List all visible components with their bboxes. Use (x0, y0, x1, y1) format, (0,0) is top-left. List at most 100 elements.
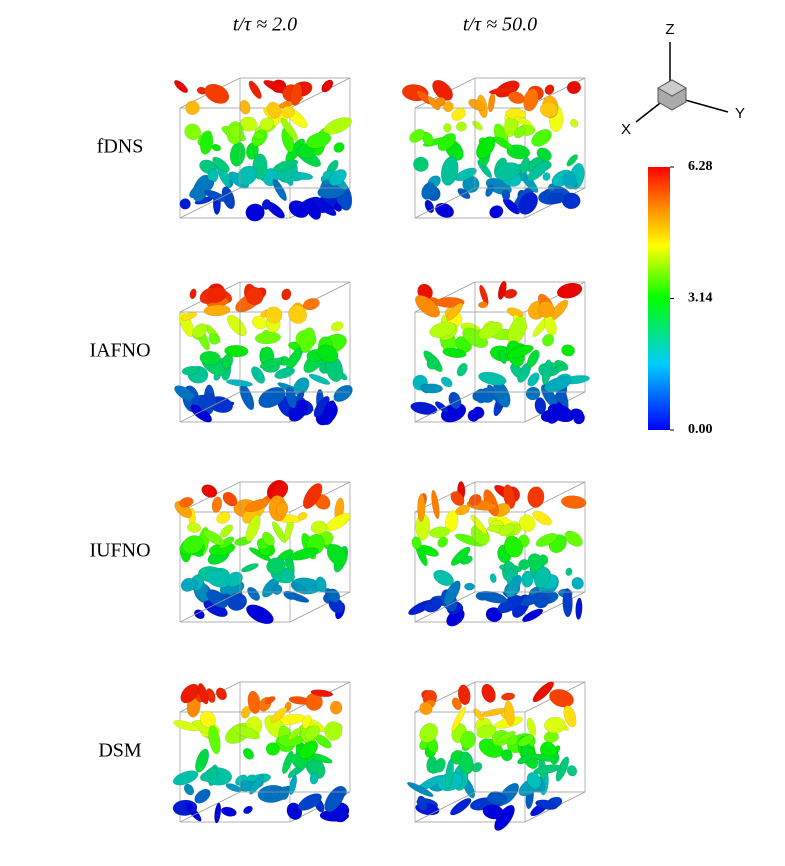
vortex-blob (242, 747, 255, 760)
vortex-blob (419, 701, 433, 715)
vortex-blob (241, 563, 259, 573)
vortex-blob (329, 700, 343, 715)
vortex-blob (204, 83, 230, 104)
vortex-blob (497, 595, 523, 614)
vortex-blob (211, 496, 223, 513)
vortex-blob (565, 567, 573, 577)
column-header: t/τ ≈ 50.0 (463, 14, 537, 36)
vortex-blob (291, 171, 314, 181)
vortex-blob (517, 754, 532, 765)
vortex-blob (304, 725, 321, 741)
vortex-blob (251, 366, 266, 384)
vortex-blob (549, 688, 574, 708)
vortex-blob (560, 495, 587, 509)
vortex-blob (306, 132, 332, 149)
vortex-blob (310, 689, 334, 697)
vortex-blob (259, 117, 274, 132)
vortex-blob (434, 757, 446, 773)
vortex-blob (543, 376, 572, 393)
vortex-blob (471, 762, 483, 773)
vortex-blob (406, 782, 434, 797)
vortex-blob (326, 544, 348, 566)
vortex-blob (456, 362, 468, 377)
vortex-blob (330, 321, 344, 332)
vortex-blob (417, 795, 428, 811)
vortex-blob (455, 504, 470, 516)
vortex-blob (302, 297, 320, 311)
vortex-blob (458, 751, 474, 775)
vortex-blob (273, 159, 299, 172)
vortex-blob (526, 349, 540, 368)
vortex-blob (451, 107, 466, 121)
vortex-blob (482, 804, 504, 820)
vortex-blob (265, 306, 283, 324)
vortex-blob (566, 765, 578, 777)
vortex-blob (248, 80, 262, 99)
vortex-blob (517, 734, 534, 747)
vortex-blob (322, 400, 337, 426)
vortex-blob (521, 570, 534, 588)
vortex-blob (333, 203, 343, 212)
vortex-blob (429, 321, 456, 338)
vortex-blob (203, 304, 231, 317)
vortex-blob (442, 347, 467, 358)
vortex-blob (514, 116, 532, 126)
vortex-blob (432, 79, 454, 101)
vortex-blob (265, 742, 280, 756)
vortex-blob (434, 202, 455, 218)
vortex-blob (299, 740, 319, 760)
vortex-blob (489, 573, 497, 584)
colorbar-tick-label: 0.00 (688, 422, 713, 437)
vortex-blob (450, 546, 471, 566)
vortex-blob (445, 510, 459, 533)
vortex-blob (264, 696, 276, 705)
colorbar-tick-label: 6.28 (688, 159, 713, 174)
vortex-blob (218, 536, 235, 549)
vortex-blob (534, 397, 547, 415)
cube-panel (172, 681, 351, 824)
vortex-blob (321, 79, 334, 93)
vortex-blob (532, 510, 552, 526)
vortex-blob (547, 403, 574, 423)
vortex-blob (214, 802, 222, 824)
vortex-blob (564, 530, 583, 547)
vortex-blob (274, 367, 296, 379)
vortex-blob (204, 189, 227, 202)
vortex-blob (497, 280, 507, 300)
vortex-blob (289, 547, 319, 561)
vortex-blob (288, 200, 309, 218)
vortex-blob (455, 121, 467, 132)
vortex-blob (333, 142, 345, 153)
vortex-blob (476, 724, 497, 739)
vortex-blob (290, 83, 303, 106)
vortex-blob (537, 300, 555, 318)
row-label: IUFNO (89, 540, 150, 562)
vortex-blob (228, 124, 242, 139)
vortex-blob (316, 344, 339, 363)
vortex-blob (291, 581, 308, 595)
row-label: DSM (98, 740, 142, 762)
vortex-blob (478, 301, 489, 309)
cube-edge (414, 391, 476, 423)
vortex-blob (427, 96, 440, 111)
vortex-blob (544, 84, 555, 95)
vortex-blob (249, 774, 265, 795)
vortex-blob (180, 311, 198, 321)
vortex-blob (556, 282, 583, 299)
vortex-blob (227, 592, 248, 611)
vortex-blob (199, 350, 221, 366)
vortex-blob (199, 131, 214, 155)
cube-edge (414, 187, 476, 219)
vortex-blob (229, 141, 246, 167)
vortex-blob (504, 535, 523, 558)
vortex-blob (566, 154, 578, 167)
vortex-blob (245, 286, 264, 306)
vortex-blob (409, 128, 425, 143)
cube-panel (174, 479, 351, 625)
vortex-blob (410, 401, 438, 415)
vortex-blob (526, 772, 542, 789)
vortex-blob (502, 484, 516, 509)
vortex-blob (434, 401, 448, 413)
cube-edge (289, 77, 351, 109)
vortex-blob (431, 489, 440, 520)
